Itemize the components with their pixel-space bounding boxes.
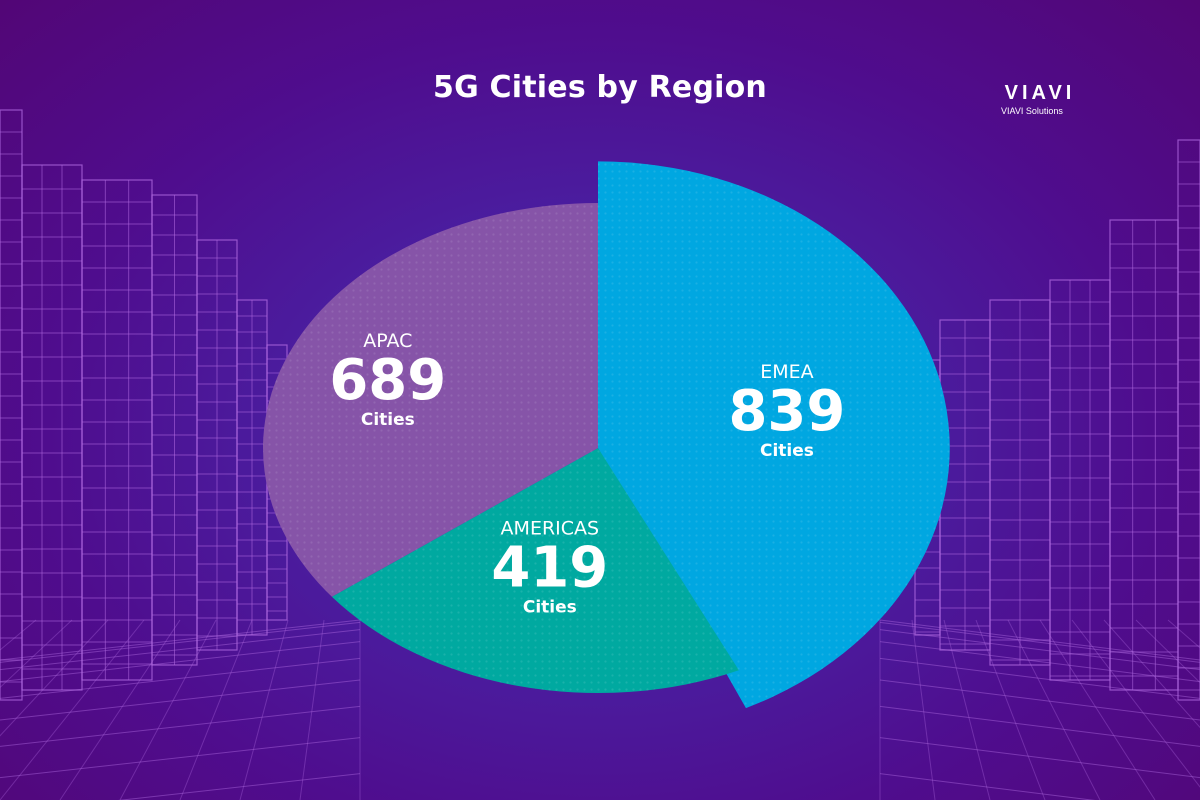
label-unit-emea: Cities	[760, 441, 814, 461]
label-region-americas: AMERICAS	[501, 518, 600, 540]
pie-slice-apac-map-texture	[262, 203, 598, 597]
chart-title: 5G Cities by Region	[433, 70, 767, 105]
label-value-apac: 689	[329, 348, 446, 413]
left-wireframe-buildings	[0, 109, 288, 701]
label-region-emea: EMEA	[760, 361, 813, 383]
label-region-apac: APAC	[363, 330, 412, 352]
street-grid	[0, 619, 1200, 800]
pie-slices	[262, 161, 950, 709]
logo-wordmark: VIAVI	[1004, 82, 1076, 104]
viavi-logo: VIAVI VIAVI Solutions	[975, 82, 1105, 116]
logo-subtitle: VIAVI Solutions	[1001, 106, 1063, 116]
pie-slice-americas-map-texture	[331, 448, 739, 694]
label-value-americas: 419	[491, 536, 608, 601]
label-unit-apac: Cities	[361, 410, 415, 430]
pie-slice-emea-map-texture	[598, 161, 950, 709]
label-unit-americas: Cities	[523, 598, 577, 618]
label-value-emea: 839	[728, 379, 845, 444]
pie-labels: EMEA839CitiesAMERICAS419CitiesAPAC689Cit…	[329, 330, 845, 618]
